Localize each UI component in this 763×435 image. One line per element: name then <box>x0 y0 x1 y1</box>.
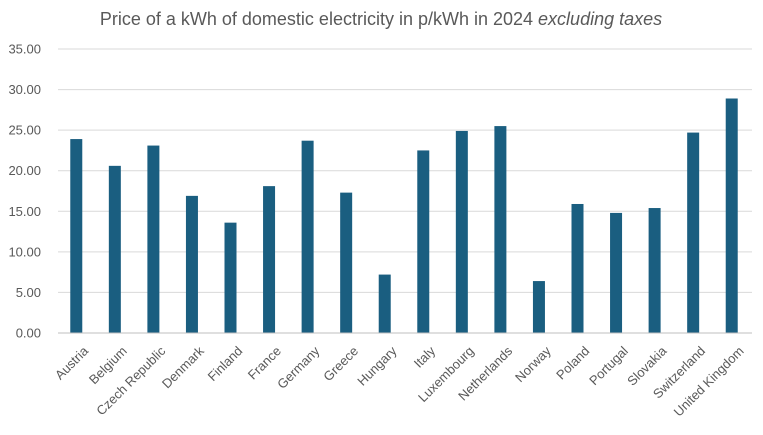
x-tick-label: Italy <box>411 343 439 371</box>
bar-italy <box>417 150 430 333</box>
bar-czech-republic <box>147 145 160 333</box>
bar-portugal <box>610 212 623 333</box>
gridlines <box>58 48 752 293</box>
chart-title-emphasis: excluding taxes <box>538 9 662 29</box>
x-tick-label: United Kingdom <box>671 343 747 419</box>
y-tick-label: 30.00 <box>8 82 41 97</box>
y-tick-label: 5.00 <box>16 285 41 300</box>
bar-switzerland <box>687 132 700 333</box>
x-tick-label: Denmark <box>159 343 207 391</box>
bar-finland <box>224 222 237 333</box>
bar-slovakia <box>648 208 661 333</box>
bar-poland <box>571 203 584 333</box>
bar-denmark <box>185 195 198 333</box>
y-tick-label: 10.00 <box>8 244 41 259</box>
x-tick-label: Norway <box>512 343 554 385</box>
y-axis-tick-labels: 0.00 5.00 10.00 15.00 20.00 25.00 30.00 35.00 <box>8 42 41 341</box>
bar-belgium <box>108 165 121 333</box>
x-tick-label: Germany <box>274 343 323 392</box>
bars <box>70 98 738 333</box>
bar-austria <box>70 139 83 333</box>
bar-germany <box>301 140 314 333</box>
bar-luxembourg <box>455 130 468 333</box>
x-tick-label: Hungary <box>354 343 400 389</box>
bar-netherlands <box>494 126 507 333</box>
x-tick-label: Portugal <box>586 343 631 388</box>
y-tick-label: 25.00 <box>8 123 41 138</box>
y-tick-label: 15.00 <box>8 204 41 219</box>
bar-france <box>263 186 276 333</box>
y-tick-label: 20.00 <box>8 163 41 178</box>
y-tick-label: 35.00 <box>8 42 41 57</box>
x-tick-label: Finland <box>205 343 246 384</box>
chart-title: Price of a kWh of domestic electricity i… <box>100 9 662 29</box>
bar-united-kingdom <box>725 98 738 333</box>
bar-norway <box>532 281 545 333</box>
bar-greece <box>340 192 353 333</box>
x-tick-label: Czech Republic <box>93 343 168 418</box>
y-tick-label: 0.00 <box>16 326 41 341</box>
bar-hungary <box>378 274 391 333</box>
chart-title-main: Price of a kWh of domestic electricity i… <box>100 9 533 29</box>
